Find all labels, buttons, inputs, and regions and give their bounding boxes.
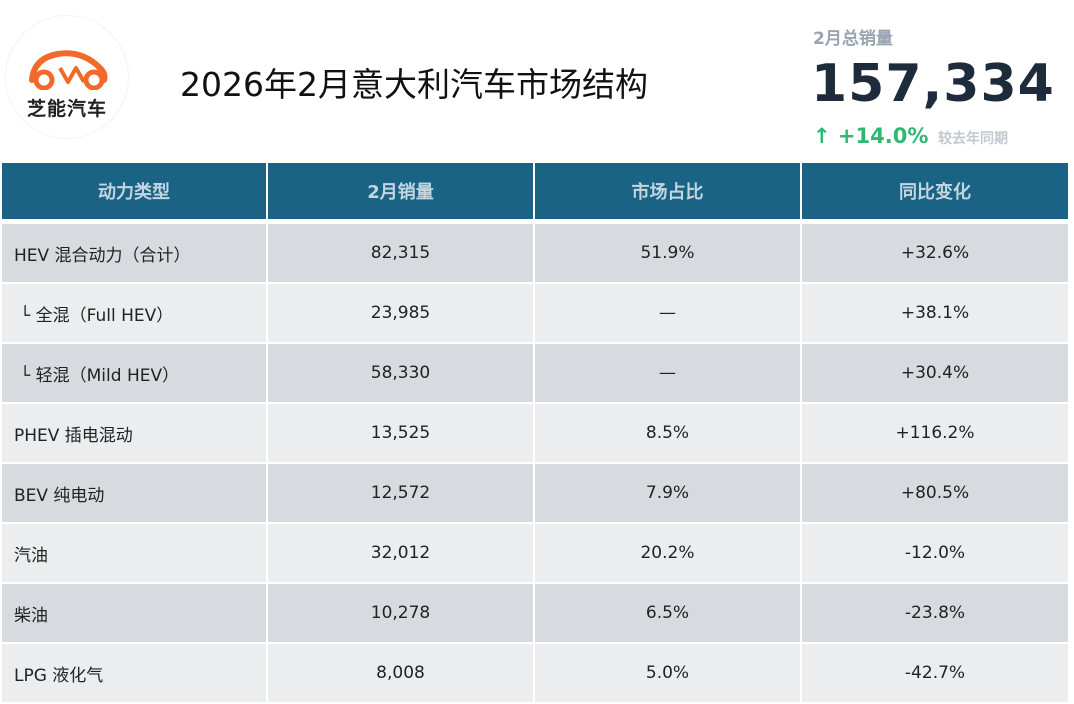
cell-type: └ 轻混（Mild HEV）: [2, 344, 268, 404]
cell-share: 5.0%: [535, 644, 802, 704]
column-header-yoy: 同比变化: [802, 163, 1070, 224]
kpi-change: ↑ +14.0%: [813, 124, 929, 148]
cell-yoy: -12.0%: [802, 524, 1070, 584]
cell-yoy: -42.7%: [802, 644, 1070, 704]
cell-yoy: +80.5%: [802, 464, 1070, 524]
table-row: HEV 混合动力（合计） 82,315 51.9% +32.6%: [2, 224, 1070, 284]
cell-yoy: +38.1%: [802, 284, 1070, 344]
brand-logo: 芝能汽车: [6, 16, 128, 138]
brand-name: 芝能汽车: [26, 98, 107, 120]
table-row: LPG 液化气 8,008 5.0% -42.7%: [2, 644, 1070, 704]
table-row: └ 全混（Full HEV） 23,985 — +38.1%: [2, 284, 1070, 344]
cell-share: 6.5%: [535, 584, 802, 644]
cell-type: └ 全混（Full HEV）: [2, 284, 268, 344]
cell-sales: 82,315: [268, 224, 535, 284]
kpi-value: 157,334: [811, 54, 1055, 114]
page-title: 2026年2月意大利汽车市场结构: [180, 65, 648, 104]
table-header-row: 动力类型 2月销量 市场占比 同比变化: [2, 163, 1070, 224]
cell-yoy: +32.6%: [802, 224, 1070, 284]
kpi-label: 2月总销量: [813, 29, 893, 49]
cell-share: 8.5%: [535, 404, 802, 464]
table-row: PHEV 插电混动 13,525 8.5% +116.2%: [2, 404, 1070, 464]
kpi-change-note: 较去年同期: [938, 131, 1008, 147]
cell-type: 柴油: [2, 584, 268, 644]
market-structure-table: 动力类型 2月销量 市场占比 同比变化 HEV 混合动力（合计） 82,315 …: [2, 163, 1070, 704]
table-row: └ 轻混（Mild HEV） 58,330 — +30.4%: [2, 344, 1070, 404]
cell-type: LPG 液化气: [2, 644, 268, 704]
cell-yoy: +116.2%: [802, 404, 1070, 464]
cell-type: 汽油: [2, 524, 268, 584]
cell-sales: 8,008: [268, 644, 535, 704]
cell-sales: 32,012: [268, 524, 535, 584]
cell-sales: 23,985: [268, 284, 535, 344]
cell-sales: 13,525: [268, 404, 535, 464]
cell-share: —: [535, 284, 802, 344]
cell-sales: 12,572: [268, 464, 535, 524]
cell-type: HEV 混合动力（合计）: [2, 224, 268, 284]
column-header-sales: 2月销量: [268, 163, 535, 224]
cell-share: 7.9%: [535, 464, 802, 524]
cell-yoy: -23.8%: [802, 584, 1070, 644]
cell-type: PHEV 插电混动: [2, 404, 268, 464]
cell-yoy: +30.4%: [802, 344, 1070, 404]
cell-share: —: [535, 344, 802, 404]
cell-share: 51.9%: [535, 224, 802, 284]
cell-sales: 58,330: [268, 344, 535, 404]
table-row: BEV 纯电动 12,572 7.9% +80.5%: [2, 464, 1070, 524]
cell-share: 20.2%: [535, 524, 802, 584]
table-row: 柴油 10,278 6.5% -23.8%: [2, 584, 1070, 644]
cell-type: BEV 纯电动: [2, 464, 268, 524]
table-row: 汽油 32,012 20.2% -12.0%: [2, 524, 1070, 584]
car-logo-icon: [29, 50, 108, 90]
cell-sales: 10,278: [268, 584, 535, 644]
column-header-type: 动力类型: [2, 163, 268, 224]
column-header-share: 市场占比: [535, 163, 802, 224]
